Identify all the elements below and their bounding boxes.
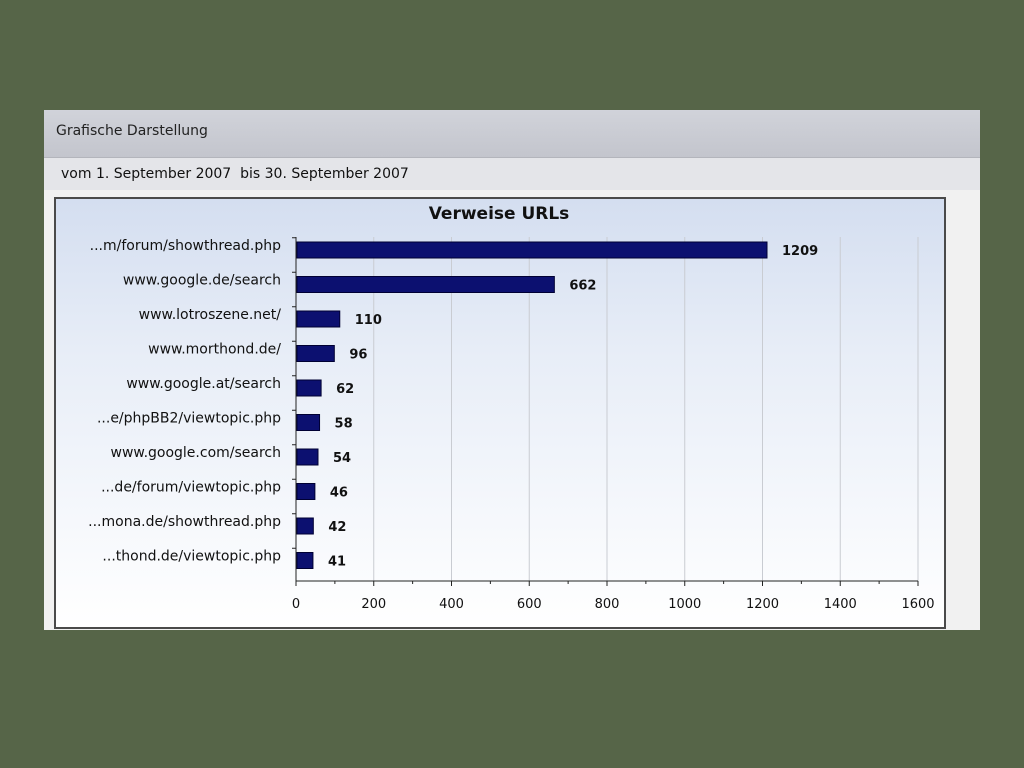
- x-tick-label: 400: [439, 597, 464, 612]
- category-label: www.google.de/search: [123, 273, 281, 289]
- bar: [296, 379, 322, 397]
- date-range-bar: vom 1. September 2007 bis 30. September …: [44, 158, 980, 190]
- bar: [296, 241, 768, 259]
- value-label: 62: [336, 382, 354, 397]
- x-tick-label: 600: [517, 597, 542, 612]
- value-label: 96: [349, 348, 367, 363]
- value-label: 110: [355, 313, 382, 328]
- bar: [296, 345, 335, 362]
- bar: [296, 310, 341, 328]
- panel-header: Grafische Darstellung: [44, 110, 980, 158]
- category-label: ...m/forum/showthread.php: [90, 238, 281, 254]
- category-label: www.morthond.de/: [148, 342, 281, 358]
- value-label: 42: [328, 520, 346, 535]
- category-label: ...thond.de/viewtopic.php: [102, 549, 281, 565]
- chart-title: Verweise URLs: [429, 204, 570, 224]
- bar: [296, 448, 319, 466]
- category-label: ...e/phpBB2/viewtopic.php: [97, 411, 281, 427]
- report-panel: Grafische Darstellung vom 1. September 2…: [44, 110, 980, 630]
- grid-layer: [373, 237, 919, 581]
- value-label: 46: [330, 486, 348, 501]
- category-label: ...mona.de/showthread.php: [88, 514, 281, 530]
- bar: [296, 414, 321, 431]
- x-tick-label: 0: [292, 597, 300, 612]
- x-tick-label: 1000: [668, 597, 701, 612]
- x-tick-label: 1400: [824, 597, 857, 612]
- x-tick-label: 200: [361, 597, 386, 612]
- chart-container: Verweise URLs 1209 662 110 96 62 58 54 46 42 41 0…: [54, 197, 946, 629]
- panel-title: Grafische Darstellung: [56, 123, 208, 139]
- value-label: 1209: [782, 244, 818, 259]
- date-range-text: vom 1. September 2007 bis 30. September …: [61, 166, 409, 182]
- bar: [296, 483, 316, 500]
- x-tick-label: 1200: [746, 597, 779, 612]
- axis-layer: 0 200 400 600 800 1000 1200 1400 1600 ...m/forum/…: [88, 237, 935, 612]
- x-tick-label: 800: [595, 597, 620, 612]
- bar: [296, 552, 314, 569]
- bar: [296, 276, 555, 293]
- value-label: 58: [335, 417, 353, 432]
- x-tick-label: 1600: [901, 597, 934, 612]
- bar-layer: 1209 662 110 96 62 58 54 46 42 41: [296, 241, 818, 570]
- category-label: www.google.com/search: [111, 445, 282, 461]
- category-label: ...de/forum/viewtopic.php: [101, 480, 281, 496]
- value-label: 41: [328, 555, 346, 570]
- bar-chart: Verweise URLs 1209 662 110 96 62 58 54 46 42 41 0…: [88, 204, 935, 612]
- category-label: www.lotroszene.net/: [139, 307, 282, 323]
- category-label: www.google.at/search: [126, 376, 281, 392]
- value-label: 54: [333, 451, 351, 466]
- value-label: 662: [569, 279, 596, 294]
- bar: [296, 517, 314, 535]
